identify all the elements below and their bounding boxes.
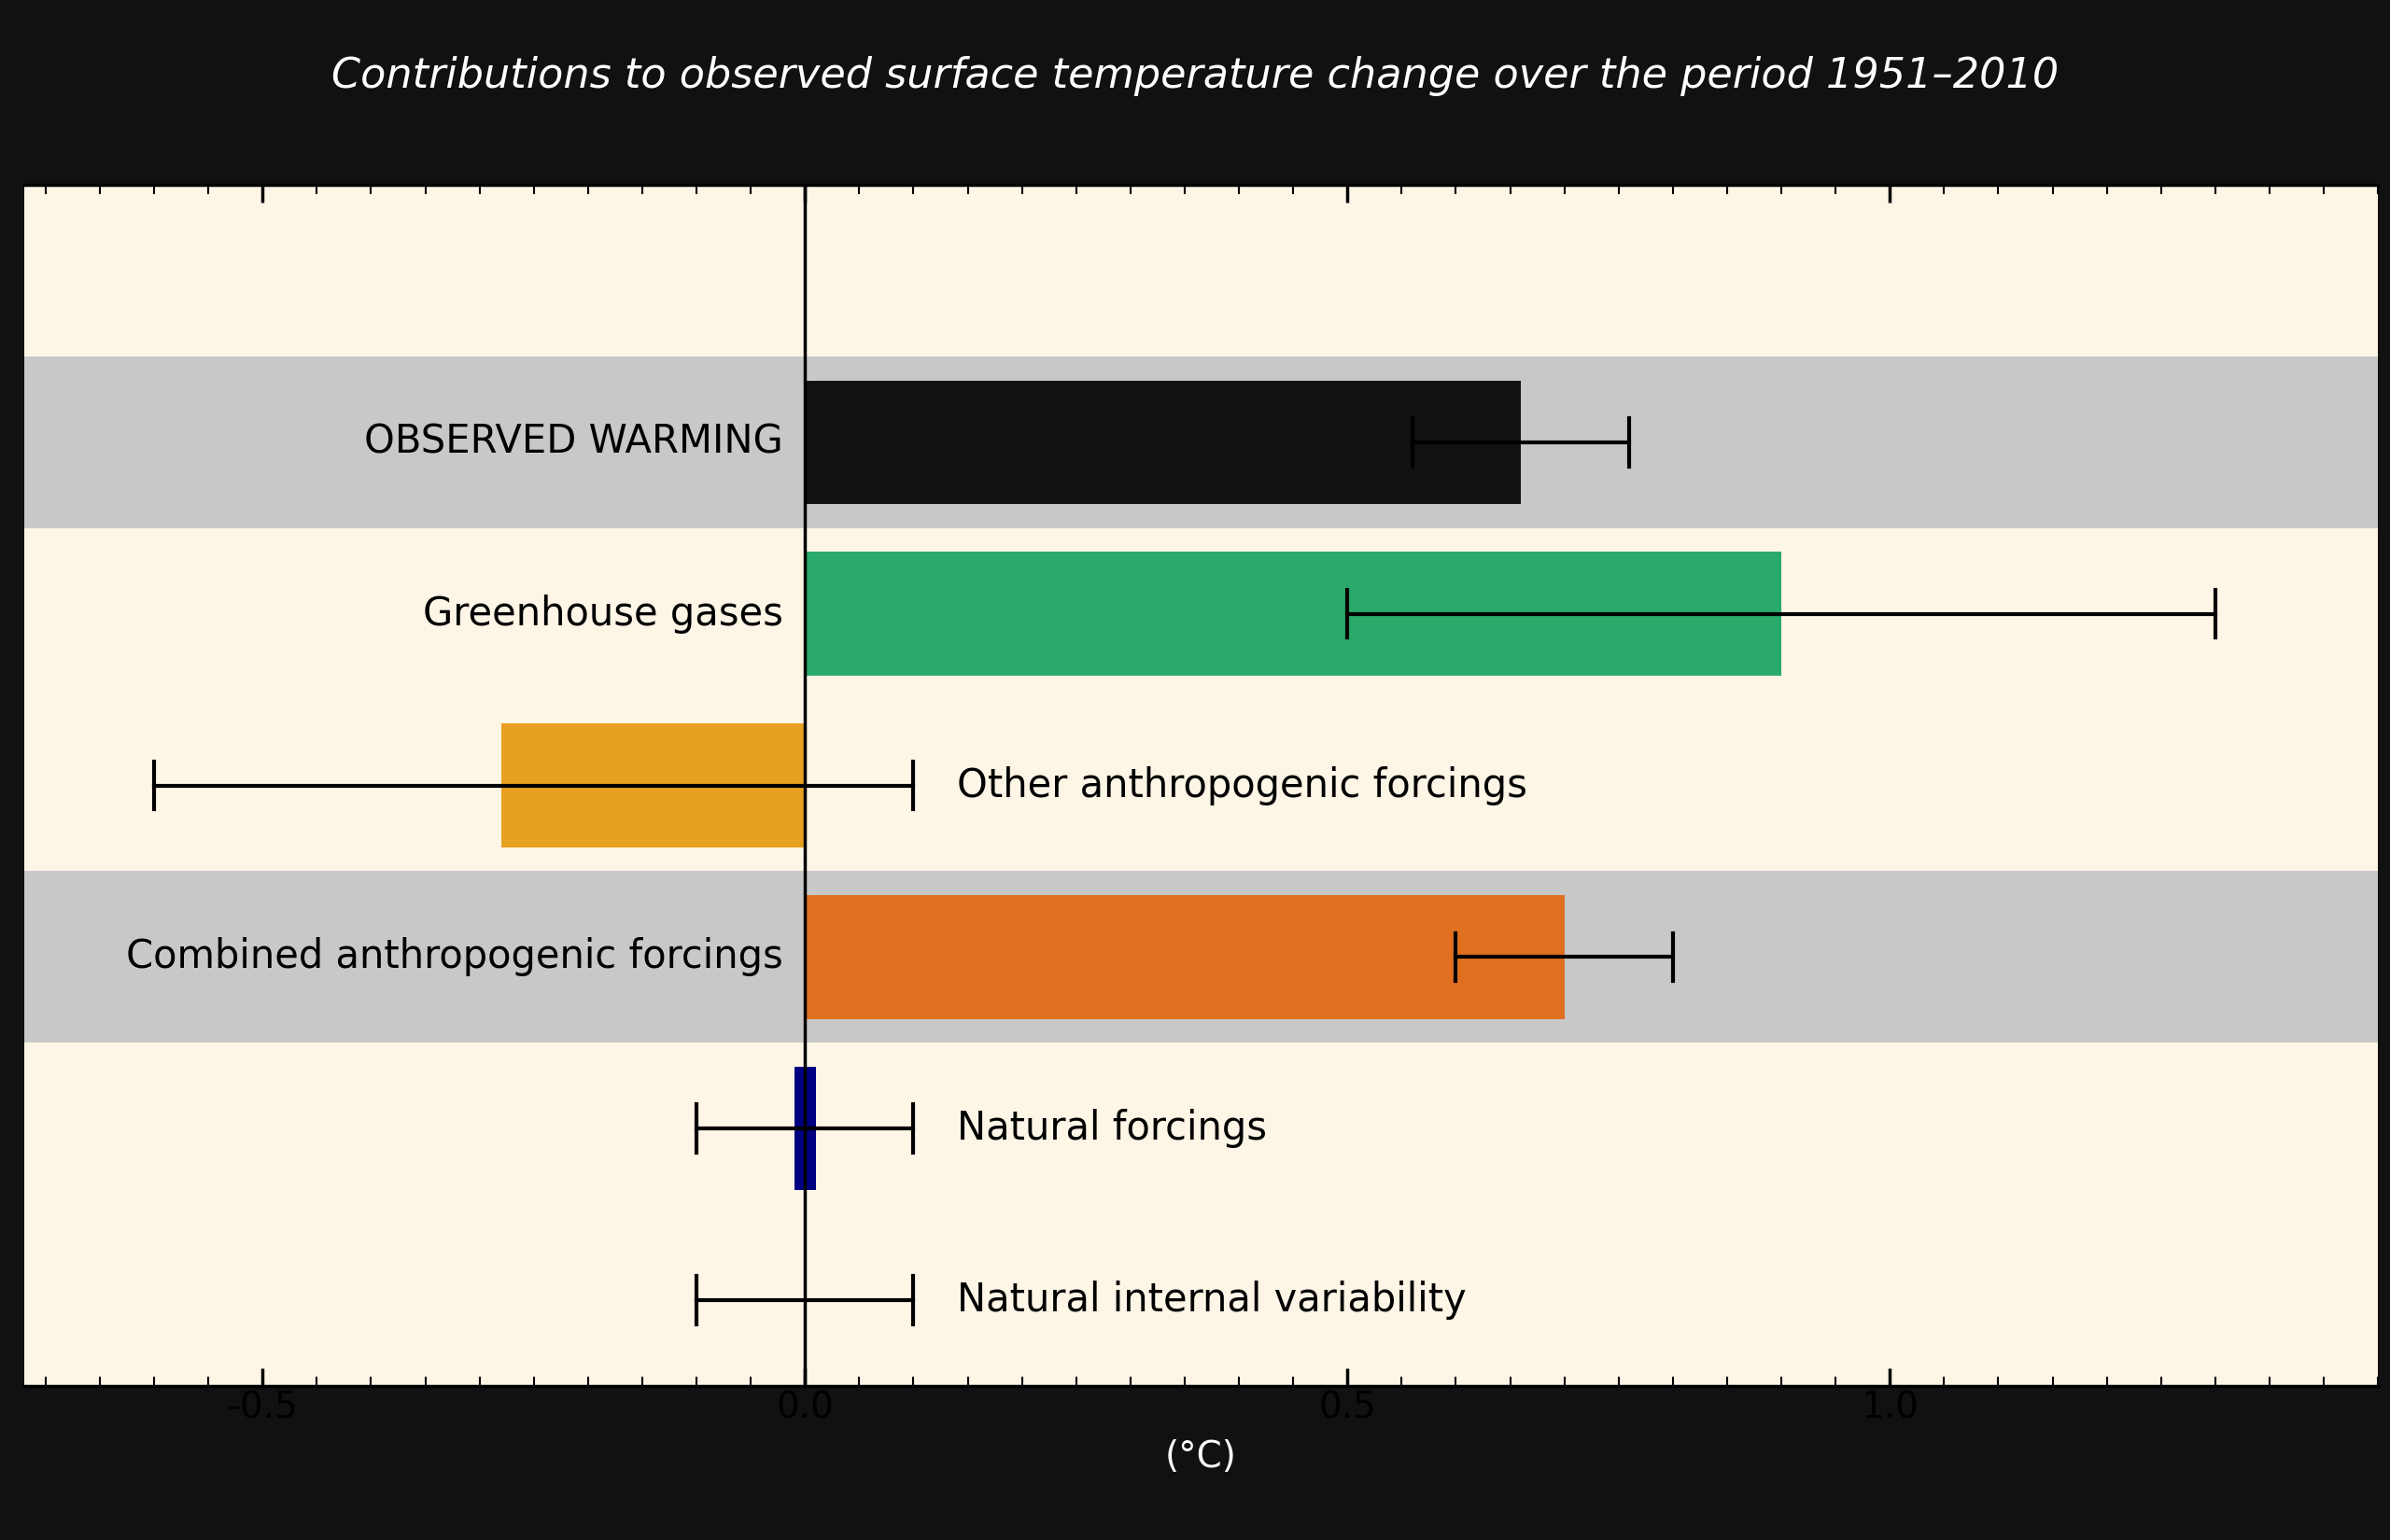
FancyBboxPatch shape (24, 1215, 2378, 1386)
Text: Other anthropogenic forcings: Other anthropogenic forcings (956, 765, 1527, 805)
Text: OBSERVED WARMING: OBSERVED WARMING (363, 422, 784, 462)
Text: Natural internal variability: Natural internal variability (956, 1281, 1467, 1320)
FancyBboxPatch shape (805, 895, 1565, 1019)
FancyBboxPatch shape (805, 380, 1520, 504)
Text: Natural forcings: Natural forcings (956, 1109, 1267, 1149)
X-axis label: (°C): (°C) (1164, 1438, 1238, 1474)
FancyBboxPatch shape (793, 1067, 815, 1190)
FancyBboxPatch shape (24, 528, 2378, 699)
FancyBboxPatch shape (805, 551, 1781, 676)
FancyBboxPatch shape (24, 185, 2378, 356)
FancyBboxPatch shape (24, 356, 2378, 528)
FancyBboxPatch shape (502, 724, 805, 847)
FancyBboxPatch shape (24, 699, 2378, 872)
FancyBboxPatch shape (24, 1043, 2378, 1215)
FancyBboxPatch shape (24, 872, 2378, 1043)
Text: Greenhouse gases: Greenhouse gases (423, 594, 784, 633)
Text: Combined anthropogenic forcings: Combined anthropogenic forcings (127, 938, 784, 976)
Text: Contributions to observed surface temperature change over the period 1951–2010: Contributions to observed surface temper… (332, 55, 2058, 97)
